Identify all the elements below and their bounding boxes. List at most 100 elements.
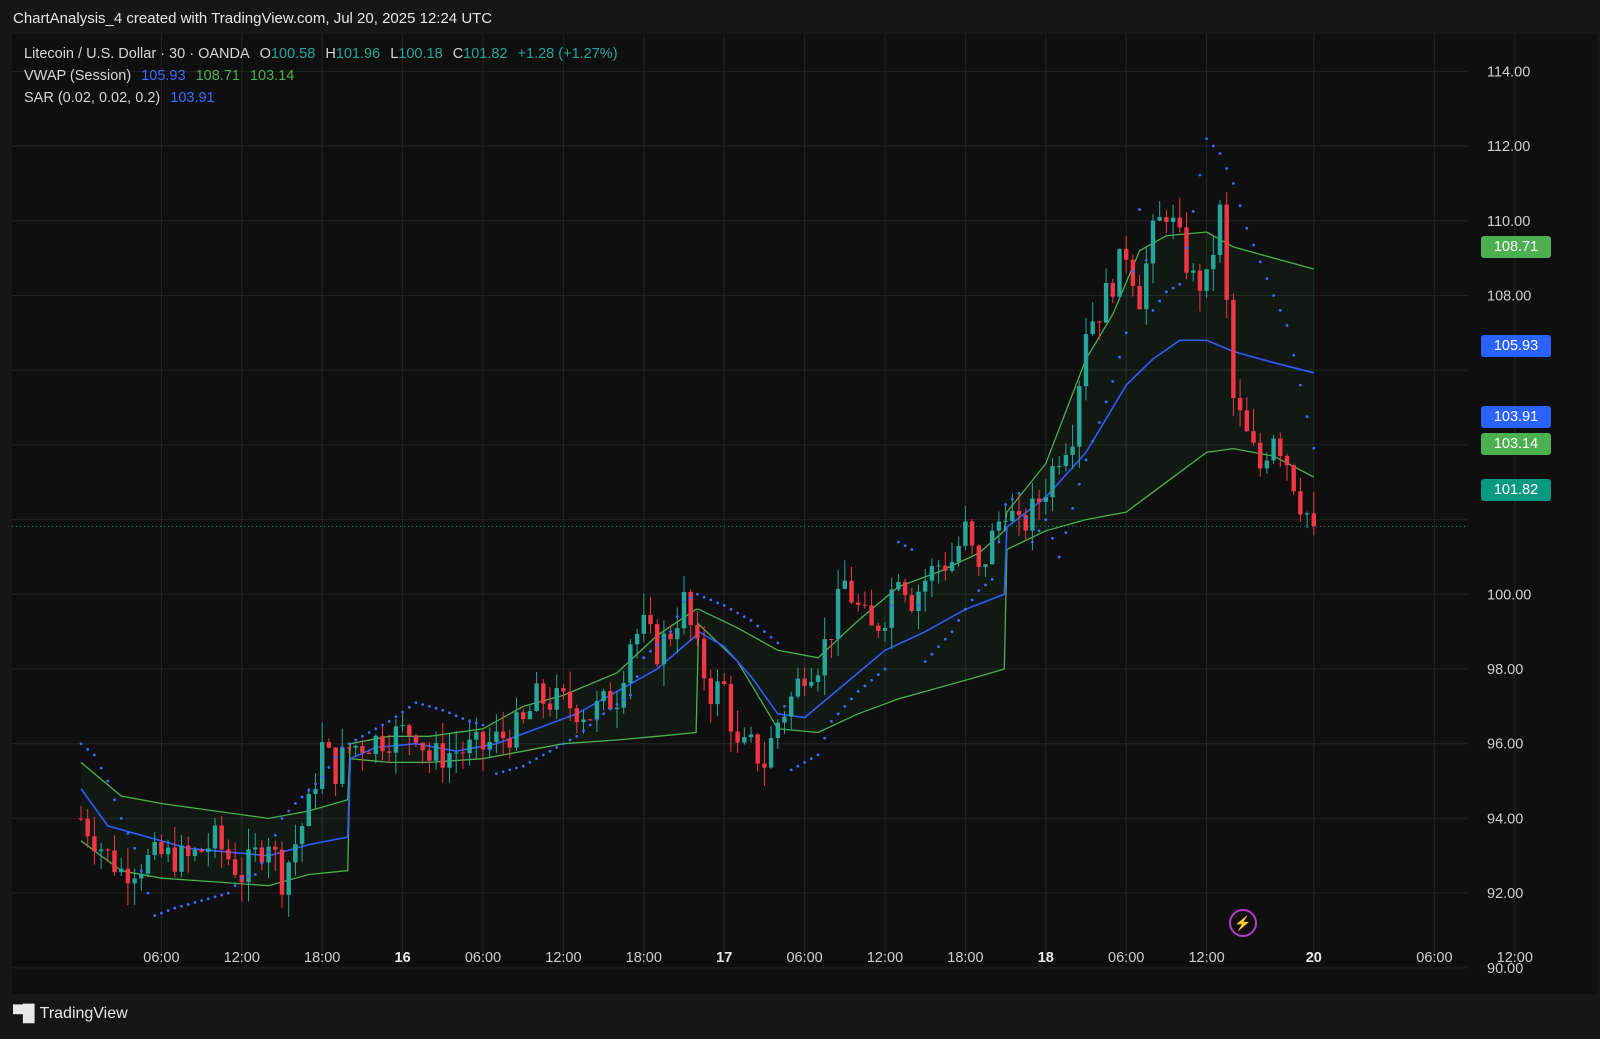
candle-body	[728, 683, 734, 732]
legend-symbol-row[interactable]: Litecoin / U.S. Dollar · 30 · OANDA O100…	[24, 46, 624, 62]
price-chart[interactable]: 114.00 112.00 110.00 108.00 100.00 98.00 96.00…	[12, 34, 1598, 994]
candle-body	[1204, 269, 1209, 291]
sar-dot	[836, 712, 840, 716]
candle-body	[634, 633, 640, 645]
vwap-upper-line	[80, 231, 1314, 820]
sar-dot	[729, 607, 733, 611]
y-tick-label: 110.00	[1487, 214, 1530, 230]
vwap-band	[80, 231, 1315, 887]
sar-dot	[367, 731, 371, 734]
sar-dot	[1225, 167, 1229, 170]
sar-dot	[227, 891, 230, 895]
sar-dot	[950, 630, 954, 634]
candle-body	[1157, 217, 1162, 221]
price-tag-vwap-lower: 103.14	[1481, 433, 1551, 455]
chart-frame[interactable]: 114.00 112.00 110.00 108.00 100.00 98.00 96.00…	[12, 34, 1598, 994]
candle-body	[1211, 255, 1216, 270]
sar-dot	[354, 738, 358, 742]
sar-dot	[327, 765, 331, 769]
candle-body	[340, 747, 345, 784]
sar-dot	[1111, 379, 1115, 383]
candle-body	[822, 639, 827, 676]
x-tick-label: 06:00	[1108, 950, 1144, 966]
sar-dot	[334, 756, 337, 759]
sar-dot	[488, 747, 492, 751]
sar-dot	[468, 719, 471, 723]
sar-dot	[474, 721, 478, 725]
sar-dot	[1017, 492, 1021, 495]
candle-body	[614, 707, 620, 710]
candle-body	[259, 847, 265, 863]
legend-vwap-row[interactable]: VWAP (Session) 105.93 108.71 103.14	[24, 68, 300, 84]
sar-dot	[655, 643, 659, 647]
candle-body	[869, 605, 874, 626]
candle-body	[454, 752, 459, 754]
sar-dot	[535, 757, 538, 761]
sar-dot	[113, 798, 116, 802]
candle-body	[1137, 285, 1142, 310]
sar-dot	[1191, 210, 1195, 213]
candle-body	[320, 742, 325, 789]
sar-dot	[675, 615, 679, 619]
sar-dot	[1084, 458, 1088, 462]
sar-dot	[1124, 331, 1128, 335]
candle-body	[360, 745, 365, 753]
candle-body	[943, 565, 948, 571]
candle-body	[433, 743, 439, 761]
sar-dot	[461, 717, 465, 720]
candle-body	[1191, 270, 1196, 273]
tradingview-logo[interactable]: ▀▉ TradingView	[13, 1004, 128, 1024]
candle-body	[681, 592, 687, 629]
sar-dot	[789, 768, 793, 772]
sar-label[interactable]: SAR (0.02, 0.02, 0.2)	[24, 90, 161, 106]
candle-body	[1090, 321, 1095, 335]
candle-body	[306, 793, 311, 827]
candle-body	[594, 701, 600, 720]
sar-dot	[749, 619, 753, 622]
vwap-label[interactable]: VWAP (Session)	[24, 68, 132, 84]
x-tick-label: 18:00	[626, 950, 662, 966]
sar-dot	[541, 753, 545, 757]
candle-body	[206, 848, 211, 852]
sar-dot	[253, 873, 257, 876]
y-tick-label: 96.00	[1487, 737, 1523, 753]
sar-dot	[1252, 243, 1255, 247]
legend-sar-row[interactable]: SAR (0.02, 0.02, 0.2) 103.91	[24, 90, 221, 106]
sar-dot	[361, 734, 364, 738]
sar-dot	[622, 698, 626, 702]
candle-body	[500, 731, 506, 739]
candle-body	[112, 850, 117, 873]
sar-dot	[602, 712, 605, 716]
open-value: 100.58	[270, 46, 316, 62]
sar-dot	[1098, 421, 1101, 424]
sar-dots	[79, 137, 1316, 917]
candle-body	[574, 708, 579, 723]
sar-dot	[548, 749, 552, 753]
sar-dot	[1077, 482, 1081, 486]
candle-body	[1070, 446, 1075, 455]
sar-dot	[173, 906, 177, 910]
candle-body	[179, 845, 184, 872]
x-tick-label: 06:00	[1416, 950, 1452, 966]
sar-dot	[166, 909, 170, 912]
vwap-line	[80, 339, 1314, 857]
y-tick-label: 100.00	[1487, 587, 1531, 603]
symbol-name[interactable]: Litecoin / U.S. Dollar · 30 · OANDA	[24, 46, 250, 62]
sar-dot	[1057, 555, 1061, 559]
candle-body	[507, 738, 512, 748]
sar-dot	[608, 707, 612, 711]
candle-body	[447, 753, 452, 768]
lightning-icon[interactable]: ⚡	[1229, 909, 1257, 937]
sar-dot	[1131, 269, 1135, 273]
candle-body	[366, 752, 372, 755]
sar-dot	[635, 675, 639, 678]
candle-body	[373, 735, 378, 755]
candle-body	[996, 521, 1002, 531]
candle-body	[313, 788, 318, 794]
x-tick-label: 12:00	[867, 950, 903, 966]
candle-body	[856, 602, 861, 605]
sar-dot	[1144, 258, 1148, 262]
candle-body	[923, 580, 928, 592]
candle-body	[1170, 217, 1176, 223]
sar-dot	[1265, 277, 1269, 281]
